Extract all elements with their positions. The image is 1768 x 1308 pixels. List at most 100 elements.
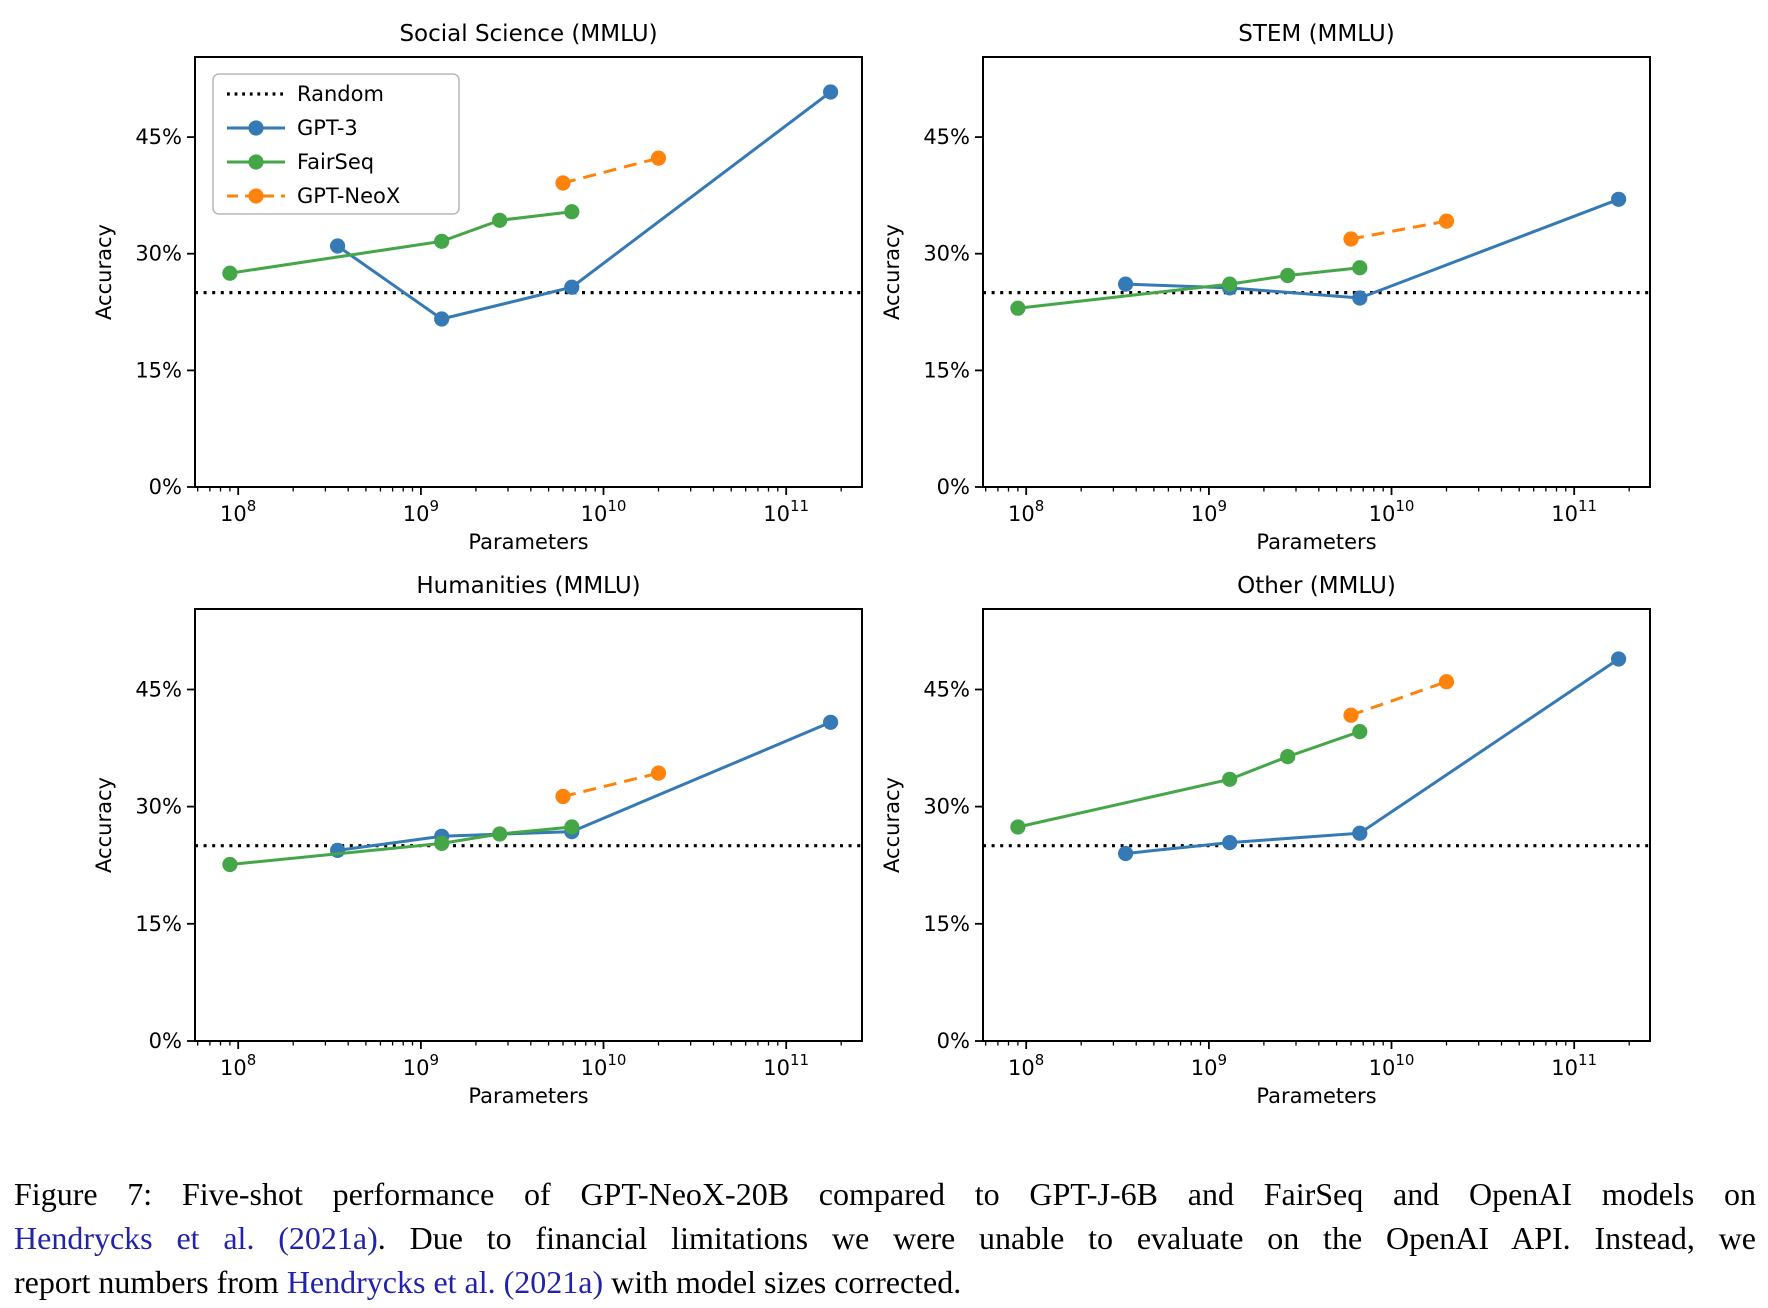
data-point-gpt-3-0 xyxy=(1118,845,1134,862)
data-point-fairseq-1 xyxy=(1222,771,1238,787)
data-point-fairseq-1 xyxy=(1222,276,1238,292)
figure-caption: Figure 7: Five-shot performance of GPT-N… xyxy=(14,1172,1756,1304)
caption-line: Figure 7: Five-shot performance of GPT-N… xyxy=(14,1172,1756,1216)
mmlu-figure: 108 109 1010 1011 0% 15% 30% 45% Social Science … xyxy=(92,21,1651,1108)
y-tick-label: 30% xyxy=(135,242,182,266)
series-line-gpt-3 xyxy=(1125,657,1620,855)
x-tick-label: 1010 xyxy=(581,497,627,526)
data-point-fairseq-0 xyxy=(1010,300,1026,316)
data-point-fairseq-0 xyxy=(1010,819,1026,835)
data-point-gpt-3-3 xyxy=(823,84,839,100)
legend-label-gpt-neox: GPT-NeoX xyxy=(297,184,400,208)
data-point-gpt-3-3 xyxy=(1611,191,1627,207)
data-point-gpt-3-1 xyxy=(434,311,450,327)
series-line-gpt-3 xyxy=(336,90,832,321)
series-line-gpt-neox xyxy=(1350,680,1447,717)
y-axis-label: Accuracy xyxy=(92,224,116,320)
caption-text: . Due to financial limitations we were u… xyxy=(377,1220,1757,1256)
legend-marker-gpt-3 xyxy=(248,120,264,136)
chart-title: Social Science (MMLU) xyxy=(399,21,657,47)
y-tick-label: 30% xyxy=(923,242,970,266)
x-tick-label: 108 xyxy=(1008,1051,1044,1080)
chart-stem-mmlu: 108 109 1010 1011 0% 15% 30% 45% STEM (MMLU) Para… xyxy=(880,21,1651,554)
caption-text: report numbers from xyxy=(14,1264,287,1300)
legend: Random GPT-3 FairSeq GPT-NeoX xyxy=(212,73,460,215)
chart-other-mmlu: 108 109 1010 1011 0% 15% 30% 45% Other (MMLU) Par… xyxy=(880,573,1651,1108)
x-axis-label: Parameters xyxy=(1256,1084,1376,1108)
caption-text: Figure 7: Five-shot performance of GPT-N… xyxy=(14,1176,1756,1212)
legend-label-random: Random xyxy=(297,82,384,106)
x-tick-label: 1010 xyxy=(1369,497,1415,526)
y-tick-label: 30% xyxy=(923,795,970,819)
data-point-fairseq-0 xyxy=(222,856,238,873)
series-line-fairseq xyxy=(1017,266,1360,310)
data-point-gpt-neox-1 xyxy=(650,150,667,166)
chart-humanities-mmlu: 108 109 1010 1011 0% 15% 30% 45% Humanities (MML… xyxy=(92,573,863,1108)
legend-marker-gpt-neox xyxy=(248,188,264,204)
data-point-fairseq-3 xyxy=(564,819,580,835)
x-tick-label: 109 xyxy=(1191,497,1227,526)
data-point-gpt-3-3 xyxy=(1611,651,1627,667)
x-tick-label: 1010 xyxy=(1369,1051,1415,1080)
legend-box xyxy=(212,73,460,215)
y-tick-label: 30% xyxy=(135,795,182,819)
series-line-gpt-3 xyxy=(337,720,832,852)
data-point-gpt-3-0 xyxy=(330,238,346,254)
series-line-fairseq xyxy=(229,825,572,866)
data-point-fairseq-2 xyxy=(1280,267,1296,284)
y-tick-label: 45% xyxy=(923,678,970,702)
series-line-gpt-neox xyxy=(562,771,659,798)
x-tick-label: 109 xyxy=(403,497,439,526)
x-tick-label: 1011 xyxy=(1551,497,1597,526)
axes-frame xyxy=(982,56,1651,488)
y-tick-label: 0% xyxy=(149,1029,182,1053)
data-point-gpt-neox-1 xyxy=(650,765,667,781)
legend-marker-fairseq xyxy=(248,154,264,170)
x-tick-label: 108 xyxy=(220,1051,256,1080)
data-point-gpt-3-1 xyxy=(1222,835,1238,851)
data-point-gpt-neox-0 xyxy=(555,175,571,191)
data-point-fairseq-3 xyxy=(1352,724,1368,740)
caption-line: Hendrycks et al. (2021a). Due to financi… xyxy=(14,1216,1756,1260)
series-line-fairseq xyxy=(229,210,572,275)
series-line-gpt-neox xyxy=(562,156,659,185)
series-line-fairseq xyxy=(1017,730,1361,829)
y-tick-label: 0% xyxy=(937,475,970,499)
data-point-fairseq-2 xyxy=(1280,749,1296,765)
axes-frame xyxy=(194,608,863,1042)
y-tick-label: 15% xyxy=(135,912,182,936)
data-point-gpt-neox-0 xyxy=(555,788,571,805)
citation-link[interactable]: Hendrycks et al. (2021a) xyxy=(286,1264,604,1300)
series-line-gpt-neox xyxy=(1350,219,1447,241)
y-tick-label: 45% xyxy=(135,125,182,149)
data-point-gpt-3-2 xyxy=(564,279,580,295)
data-point-fairseq-1 xyxy=(434,835,450,852)
x-axis-label: Parameters xyxy=(1256,530,1376,554)
data-point-fairseq-3 xyxy=(564,204,580,220)
y-tick-label: 15% xyxy=(923,912,970,936)
data-point-gpt-3-3 xyxy=(823,714,839,730)
x-tick-label: 1011 xyxy=(1551,1051,1597,1080)
x-tick-label: 1011 xyxy=(763,1051,809,1080)
y-tick-label: 15% xyxy=(923,358,970,382)
y-axis-label: Accuracy xyxy=(92,777,116,873)
citation-link[interactable]: Hendrycks et al. (2021a) xyxy=(14,1220,378,1256)
y-axis-label: Accuracy xyxy=(880,777,904,873)
data-point-fairseq-3 xyxy=(1352,260,1368,276)
x-tick-label: 1011 xyxy=(763,497,809,526)
data-point-fairseq-2 xyxy=(492,826,508,842)
x-axis-label: Parameters xyxy=(468,530,588,554)
y-tick-label: 45% xyxy=(923,125,970,149)
y-tick-label: 0% xyxy=(937,1029,970,1053)
data-point-gpt-3-2 xyxy=(1352,290,1368,306)
data-point-gpt-neox-0 xyxy=(1343,707,1359,723)
axes-frame xyxy=(982,608,1651,1042)
x-tick-label: 108 xyxy=(1008,497,1044,526)
mmlu-charts-svg: 108 109 1010 1011 0% 15% 30% 45% Social Science … xyxy=(92,21,1651,1108)
caption-line: report numbers from Hendrycks et al. (20… xyxy=(14,1260,1756,1304)
data-point-gpt-neox-0 xyxy=(1343,231,1359,247)
x-axis-label: Parameters xyxy=(468,1084,588,1108)
chart-title: STEM (MMLU) xyxy=(1238,21,1394,47)
data-point-gpt-neox-1 xyxy=(1438,213,1455,229)
chart-social-science-mmlu: 108 109 1010 1011 0% 15% 30% 45% Social Science … xyxy=(92,21,863,554)
